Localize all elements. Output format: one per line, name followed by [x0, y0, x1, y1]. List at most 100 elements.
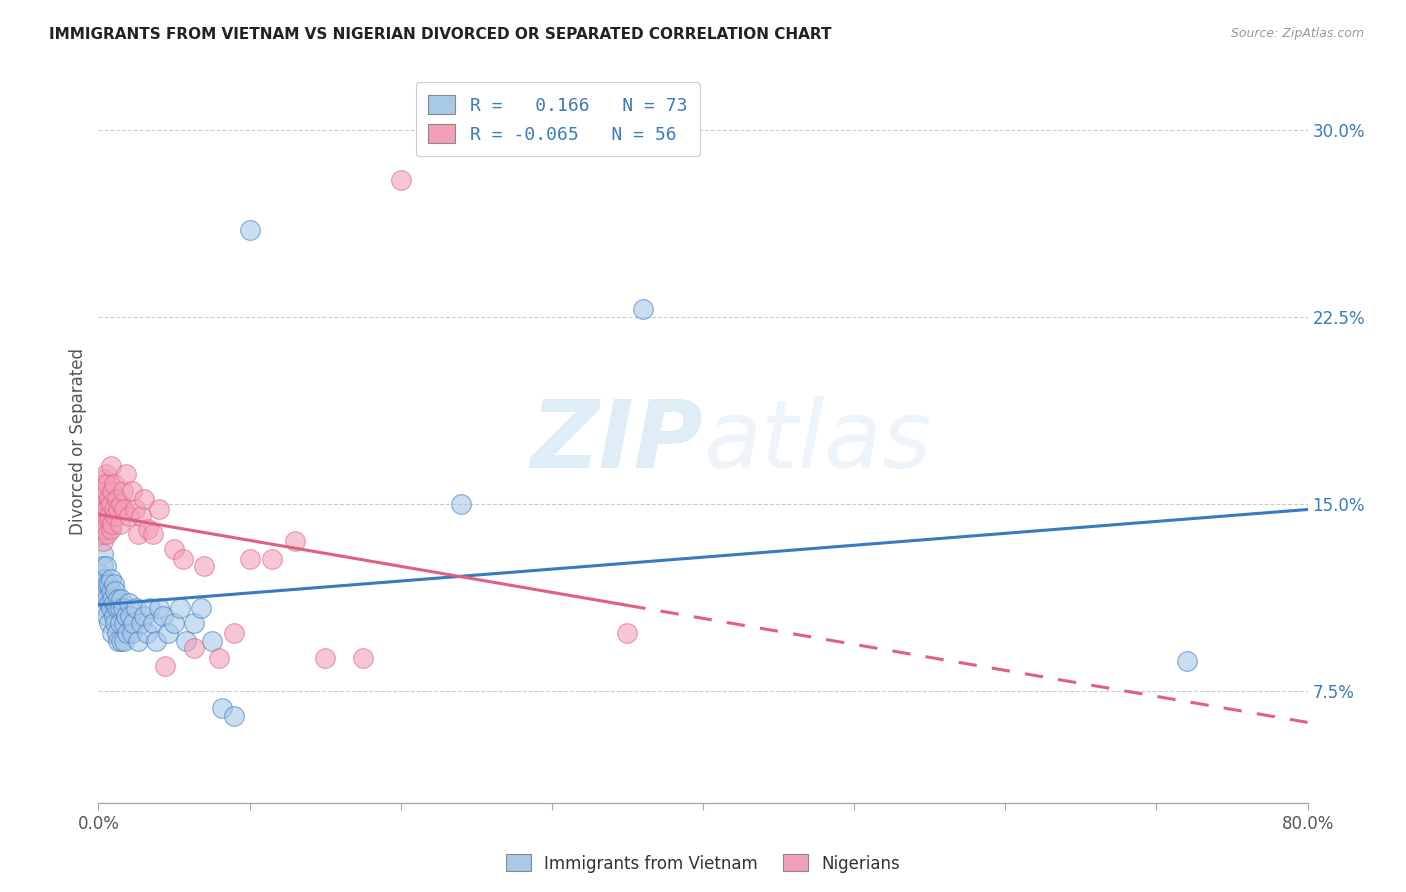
Point	[94, 484, 117, 499]
Point	[183, 641, 205, 656]
Point	[96, 609, 118, 624]
Point	[96, 591, 118, 606]
Point	[284, 534, 307, 549]
Point	[110, 497, 132, 511]
Point	[110, 591, 132, 606]
Point	[101, 516, 124, 531]
Point	[135, 626, 157, 640]
Point	[148, 501, 170, 516]
Point	[112, 501, 135, 516]
Point	[156, 626, 179, 640]
Point	[142, 616, 165, 631]
Point	[108, 616, 131, 631]
Point	[89, 566, 111, 581]
Point	[101, 484, 124, 499]
Point	[110, 633, 132, 648]
Point	[139, 601, 162, 615]
Point	[93, 591, 115, 606]
Point	[100, 522, 122, 536]
Point	[224, 708, 246, 723]
Point	[631, 302, 654, 317]
Point	[105, 626, 128, 640]
Point	[93, 472, 115, 486]
Point	[183, 616, 205, 631]
Point	[127, 633, 149, 648]
Point	[93, 497, 115, 511]
Point	[90, 516, 112, 531]
Point	[105, 601, 128, 615]
Point	[125, 601, 148, 615]
Point	[112, 633, 135, 648]
Point	[224, 626, 246, 640]
Point	[96, 526, 118, 541]
Point	[115, 626, 138, 640]
Point	[91, 559, 114, 574]
Point	[89, 501, 111, 516]
Point	[107, 633, 129, 648]
Point	[98, 491, 121, 506]
Point	[239, 223, 262, 237]
Point	[193, 559, 215, 574]
Point	[389, 173, 412, 187]
Point	[118, 597, 141, 611]
Point	[103, 501, 125, 516]
Point	[100, 459, 122, 474]
Point	[104, 584, 127, 599]
Point	[91, 547, 114, 561]
Point	[145, 633, 167, 648]
Point	[103, 476, 125, 491]
Text: IMMIGRANTS FROM VIETNAM VS NIGERIAN DIVORCED OR SEPARATED CORRELATION CHART: IMMIGRANTS FROM VIETNAM VS NIGERIAN DIVO…	[49, 27, 832, 42]
Point	[129, 509, 152, 524]
Point	[100, 497, 122, 511]
Point	[98, 616, 121, 631]
Point	[136, 522, 159, 536]
Point	[112, 616, 135, 631]
Point	[103, 609, 125, 624]
Point	[90, 522, 112, 536]
Point	[121, 626, 143, 640]
Point	[262, 551, 284, 566]
Point	[100, 601, 122, 615]
Point	[94, 559, 117, 574]
Point	[101, 626, 124, 640]
Point	[616, 626, 638, 640]
Point	[91, 534, 114, 549]
Point	[127, 526, 149, 541]
Point	[169, 601, 191, 615]
Point	[352, 651, 374, 665]
Point	[104, 616, 127, 631]
Point	[122, 616, 145, 631]
Point	[114, 609, 136, 624]
Point	[98, 597, 121, 611]
Point	[96, 576, 118, 591]
Point	[89, 526, 111, 541]
Point	[132, 609, 155, 624]
Point	[100, 572, 122, 586]
Point	[108, 601, 131, 615]
Point	[90, 491, 112, 506]
Point	[94, 467, 117, 481]
Point	[111, 601, 134, 615]
Point	[163, 541, 186, 556]
Point	[93, 572, 115, 586]
Point	[129, 616, 152, 631]
Point	[103, 597, 125, 611]
Point	[94, 584, 117, 599]
Point	[90, 576, 112, 591]
Point	[111, 484, 134, 499]
Text: ZIP: ZIP	[530, 395, 703, 488]
Point	[148, 601, 170, 615]
Point	[450, 497, 472, 511]
Point	[107, 591, 129, 606]
Point	[201, 633, 224, 648]
Point	[98, 576, 121, 591]
Point	[314, 651, 336, 665]
Point	[108, 516, 131, 531]
Point	[208, 651, 231, 665]
Text: atlas: atlas	[703, 396, 931, 487]
Point	[239, 551, 262, 566]
Y-axis label: Divorced or Separated: Divorced or Separated	[69, 348, 87, 535]
Point	[211, 701, 233, 715]
Point	[172, 551, 194, 566]
Point	[94, 509, 117, 524]
